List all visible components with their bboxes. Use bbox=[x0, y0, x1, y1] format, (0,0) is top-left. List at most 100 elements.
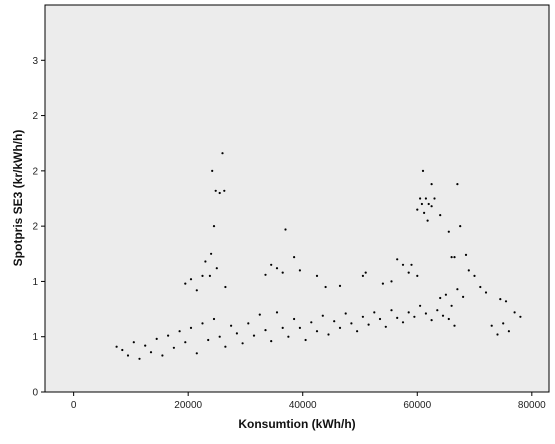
y-axis: 0 1 1 2 2 2 3 bbox=[32, 56, 45, 399]
data-point bbox=[361, 315, 364, 318]
data-point bbox=[195, 289, 198, 292]
data-point bbox=[327, 333, 330, 336]
data-point bbox=[247, 322, 250, 325]
data-point bbox=[184, 282, 187, 285]
data-point bbox=[155, 337, 158, 340]
data-point bbox=[424, 197, 427, 200]
data-point bbox=[161, 354, 164, 357]
data-point bbox=[484, 291, 488, 294]
data-point bbox=[315, 330, 319, 333]
data-point bbox=[252, 334, 256, 337]
data-point bbox=[426, 219, 429, 222]
data-point bbox=[439, 214, 442, 217]
data-point bbox=[453, 324, 456, 327]
data-point bbox=[401, 321, 405, 324]
data-point bbox=[344, 312, 347, 315]
data-point bbox=[504, 300, 508, 303]
x-tick-label: 20000 bbox=[174, 400, 202, 411]
data-point bbox=[221, 152, 224, 155]
data-point bbox=[281, 271, 284, 274]
data-point bbox=[378, 317, 382, 321]
x-tick-label: 80000 bbox=[518, 400, 546, 411]
data-point bbox=[462, 295, 465, 298]
data-point bbox=[441, 314, 445, 317]
data-point bbox=[401, 263, 405, 266]
data-point bbox=[502, 322, 505, 325]
data-point bbox=[367, 323, 370, 326]
x-tick-label: 40000 bbox=[289, 400, 317, 411]
y-tick-label: 3 bbox=[32, 56, 38, 67]
x-axis-title: Konsumtion (kWh/h) bbox=[238, 417, 355, 431]
x-tick-label: 60000 bbox=[403, 400, 431, 411]
data-point bbox=[284, 228, 287, 231]
data-point bbox=[433, 197, 436, 200]
data-point bbox=[208, 274, 211, 277]
data-point bbox=[447, 317, 450, 321]
data-point bbox=[207, 338, 210, 342]
data-point bbox=[270, 340, 273, 343]
data-point bbox=[499, 298, 502, 301]
data-point bbox=[212, 317, 216, 321]
data-point bbox=[258, 313, 261, 316]
data-point bbox=[315, 274, 319, 277]
data-point bbox=[430, 319, 433, 322]
data-point bbox=[212, 225, 216, 228]
data-point bbox=[350, 322, 353, 325]
data-point bbox=[373, 311, 376, 314]
data-point bbox=[338, 326, 342, 329]
data-point bbox=[490, 324, 493, 327]
data-point bbox=[479, 285, 482, 289]
data-point bbox=[195, 352, 198, 355]
data-point bbox=[293, 317, 296, 321]
data-point bbox=[275, 267, 279, 270]
data-point bbox=[324, 285, 327, 289]
data-point bbox=[507, 330, 510, 333]
y-tick-label: 2 bbox=[32, 166, 38, 177]
data-point bbox=[298, 269, 301, 272]
data-point bbox=[204, 260, 207, 263]
data-point bbox=[201, 322, 204, 325]
data-point bbox=[275, 311, 279, 314]
data-point bbox=[230, 324, 233, 327]
data-point bbox=[224, 285, 227, 289]
data-point bbox=[356, 330, 359, 333]
data-point bbox=[384, 325, 387, 328]
data-point bbox=[361, 274, 364, 277]
data-point bbox=[421, 169, 425, 172]
data-point bbox=[430, 205, 433, 208]
data-point bbox=[218, 191, 221, 195]
data-point bbox=[287, 335, 290, 338]
data-point bbox=[126, 354, 130, 357]
data-point bbox=[214, 189, 217, 192]
data-point bbox=[293, 256, 296, 259]
data-point bbox=[264, 329, 267, 332]
data-point bbox=[410, 263, 413, 266]
data-point bbox=[215, 267, 218, 270]
data-point bbox=[416, 208, 419, 211]
data-point bbox=[178, 330, 181, 333]
data-point bbox=[235, 332, 238, 335]
data-point bbox=[416, 274, 419, 277]
data-point bbox=[364, 271, 367, 274]
data-point bbox=[224, 345, 227, 348]
data-point bbox=[138, 357, 141, 360]
data-point bbox=[447, 230, 450, 233]
data-point bbox=[427, 202, 430, 206]
data-point bbox=[407, 311, 410, 314]
data-point bbox=[189, 326, 193, 329]
data-point bbox=[281, 326, 284, 329]
data-point bbox=[298, 326, 301, 329]
data-point bbox=[149, 351, 153, 354]
data-point bbox=[519, 315, 522, 318]
data-point bbox=[420, 202, 423, 206]
data-point bbox=[436, 309, 439, 312]
data-point bbox=[390, 280, 393, 283]
data-point bbox=[444, 293, 447, 296]
data-point bbox=[513, 311, 516, 314]
plot-background bbox=[44, 4, 550, 393]
data-point bbox=[459, 225, 462, 228]
data-point bbox=[424, 312, 427, 315]
y-tick-label: 1 bbox=[32, 277, 38, 288]
data-point bbox=[172, 346, 175, 349]
